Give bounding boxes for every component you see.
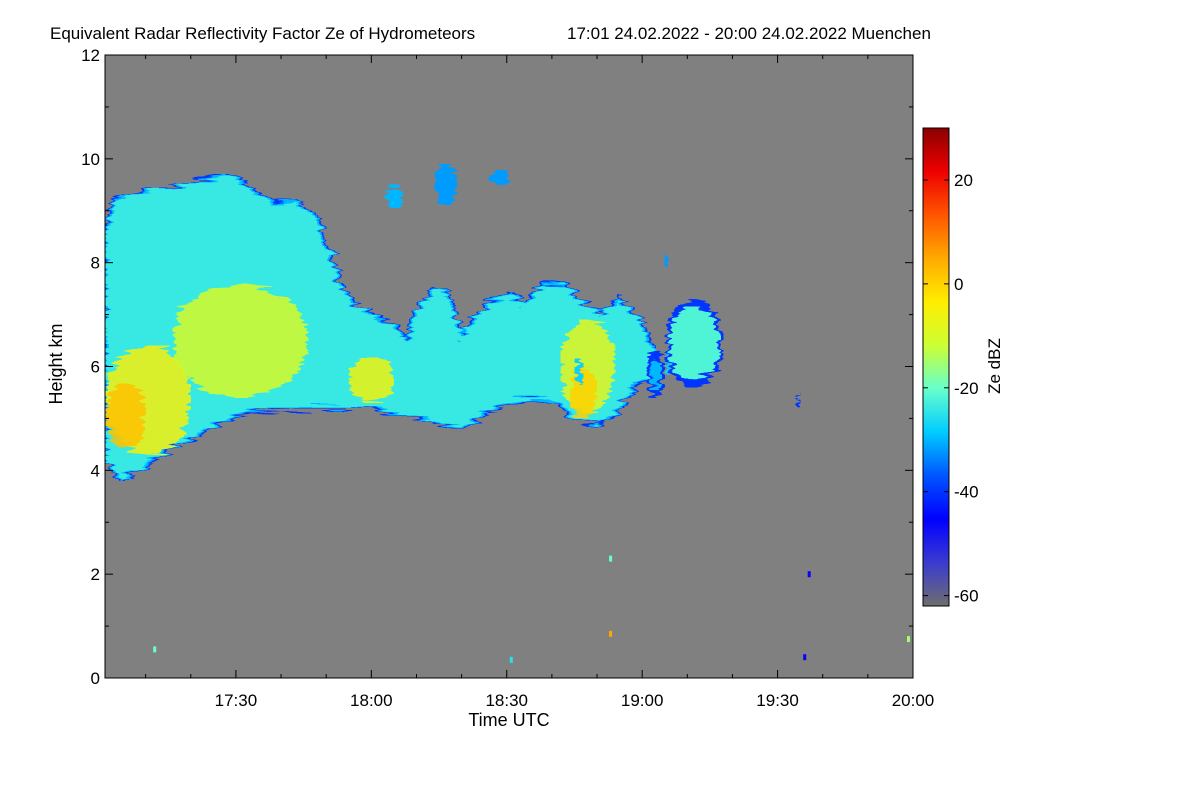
y-axis: 0 2 4 6 8 10 12	[81, 46, 913, 688]
high-cloud-fragment	[434, 164, 458, 206]
cloud-core	[172, 283, 309, 398]
colorbar-tick-label: 20	[954, 171, 973, 190]
x-tick-label: 20:00	[892, 691, 935, 710]
chart-time-range: 17:01 24.02.2022 - 20:00 24.02.2022 Muen…	[567, 24, 931, 43]
colorbar-tick-label: -60	[954, 587, 979, 606]
x-axis: 17:30 18:00 18:30 19:00 19:30 20:00	[145, 55, 935, 710]
high-cloud-fragment	[384, 184, 403, 211]
y-tick-label: 10	[81, 150, 100, 169]
y-axis-label: Height km	[46, 323, 66, 404]
echo-speckle	[907, 636, 910, 643]
separate-cell	[649, 358, 662, 390]
cloud-cell	[574, 358, 584, 385]
x-tick-label: 19:00	[621, 691, 664, 710]
x-tick-label: 18:30	[485, 691, 528, 710]
chart-title: Equivalent Radar Reflectivity Factor Ze …	[50, 24, 475, 43]
x-tick-label: 18:00	[350, 691, 393, 710]
echo-speckle	[153, 646, 157, 653]
cloud-core	[105, 382, 146, 450]
x-tick-label: 17:30	[215, 691, 258, 710]
x-tick-label: 19:30	[756, 691, 799, 710]
y-tick-label: 6	[91, 358, 100, 377]
cloud-cell	[520, 304, 534, 357]
x-axis-label: Time UTC	[468, 710, 549, 730]
colorbar-tick-label: 0	[954, 275, 963, 294]
cloud-group	[105, 164, 910, 663]
colorbar: -60 -40 -20 0 20	[922, 127, 979, 607]
colorbar-label: Ze dBZ	[985, 338, 1004, 394]
separate-cell	[796, 398, 800, 402]
cloud-core	[348, 356, 394, 403]
y-tick-label: 2	[91, 565, 100, 584]
y-tick-label: 12	[81, 46, 100, 65]
cloud-layer	[105, 173, 657, 483]
y-tick-label: 0	[91, 669, 100, 688]
y-tick-label: 8	[91, 254, 100, 273]
echo-speckle	[807, 571, 811, 578]
high-cloud-fragment	[664, 252, 670, 268]
separate-cell	[667, 306, 721, 380]
colorbar-gradient	[922, 127, 950, 607]
echo-speckle	[509, 656, 513, 663]
echo-speckle	[609, 630, 613, 637]
cloud-core	[570, 366, 597, 419]
echo-speckle	[803, 654, 807, 661]
echo-speckle	[609, 555, 613, 562]
high-cloud-fragment	[488, 169, 512, 185]
y-tick-label: 4	[91, 461, 100, 480]
colorbar-tick-label: -20	[954, 379, 979, 398]
colorbar-tick-label: -40	[954, 483, 979, 502]
